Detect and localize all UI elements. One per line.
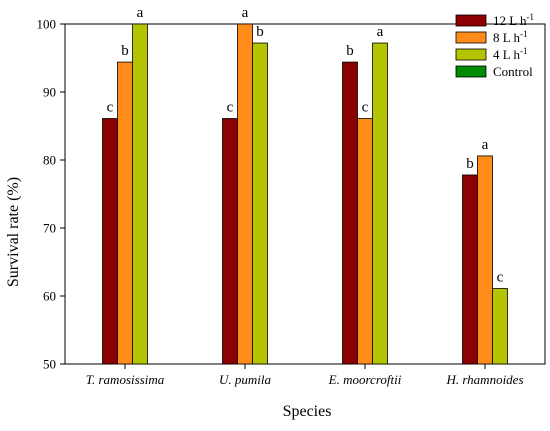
significance-letter: b — [256, 24, 264, 40]
plot-border — [64, 23, 546, 365]
legend-swatch — [455, 65, 487, 78]
significance-letter: b — [121, 43, 129, 59]
bar — [252, 42, 268, 365]
significance-letter: a — [377, 24, 384, 40]
bar — [372, 42, 388, 365]
legend-label: Control — [493, 64, 533, 79]
significance-letter: c — [362, 100, 369, 116]
significance-letter: a — [482, 137, 489, 153]
significance-letter: c — [107, 100, 114, 116]
x-tick-label: T. ramosissima — [86, 372, 165, 387]
legend-label: 8 L h-1 — [493, 29, 527, 45]
x-axis-title: Species — [283, 403, 332, 420]
plot-area — [64, 23, 546, 365]
legend-swatch — [455, 14, 487, 27]
bar — [132, 23, 148, 365]
y-axis: 50 60 70 80 90 100 — [37, 17, 65, 372]
bars-group — [102, 23, 508, 365]
significance-letter: c — [497, 270, 504, 286]
significance-letter: a — [137, 5, 144, 21]
bar — [492, 288, 508, 365]
y-tick-label: 70 — [43, 221, 56, 236]
significance-letter: c — [227, 100, 234, 116]
bar — [477, 155, 493, 365]
bar — [222, 118, 238, 365]
x-tick-label: E. moorcroftii — [328, 372, 402, 387]
bar — [357, 118, 373, 365]
x-tick-label: U. pumila — [219, 372, 272, 387]
bar — [237, 23, 253, 365]
legend-swatch — [455, 31, 487, 44]
x-tick-label: H. rhamnoides — [445, 372, 523, 387]
y-tick-label: 100 — [37, 17, 57, 32]
y-tick-label: 80 — [43, 153, 56, 168]
bar — [117, 61, 133, 365]
significance-letter: a — [242, 5, 249, 21]
x-axis: T. ramosissima U. pumila E. moorcroftii H. … — [86, 364, 524, 387]
legend-swatch — [455, 48, 487, 61]
bar — [102, 118, 118, 365]
legend-label: 12 L h-1 — [493, 12, 534, 28]
y-tick-label: 90 — [43, 85, 56, 100]
bar — [342, 61, 358, 365]
bar — [462, 174, 478, 365]
legend: 12 L h-18 L h-14 L h-1 Control — [455, 12, 534, 79]
significance-letter: b — [346, 43, 354, 59]
y-axis-title: Survival rate (%) — [5, 177, 22, 287]
significance-letter: b — [466, 156, 474, 172]
legend-label: 4 L h-1 — [493, 46, 527, 62]
y-tick-label: 50 — [43, 357, 56, 372]
y-tick-label: 60 — [43, 289, 56, 304]
